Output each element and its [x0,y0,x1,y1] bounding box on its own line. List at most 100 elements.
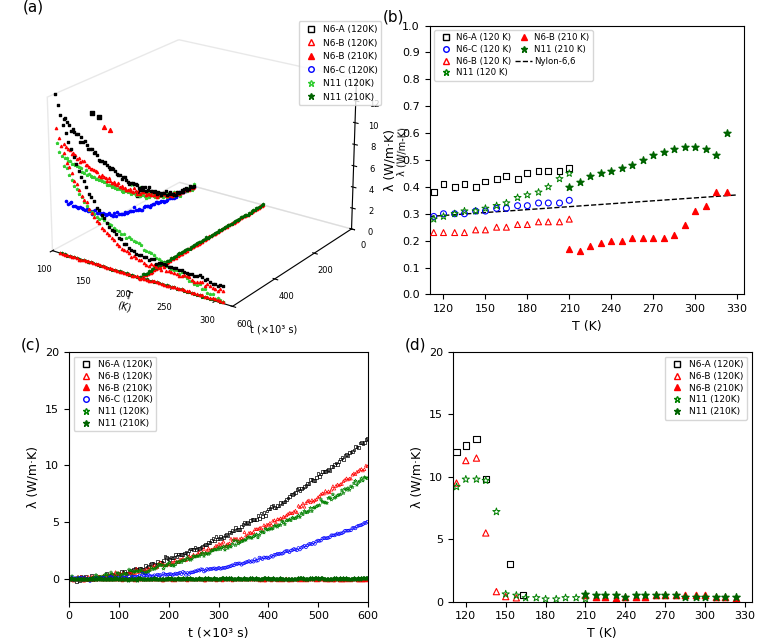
Point [141,570,153,580]
Point [349,573,361,584]
Point [129,574,141,584]
Point [223,527,235,537]
Point [283,547,295,557]
Point [252,532,264,543]
Point [342,573,354,584]
Point [599,591,611,602]
Point [308,497,320,507]
Point [192,548,204,559]
Point [129,567,141,577]
Point [281,515,294,525]
Point [331,529,344,539]
Point [261,573,273,584]
Point [85,575,97,586]
Point [316,488,328,499]
Point [133,563,146,573]
Point [316,573,328,583]
Point [354,575,366,585]
Point [165,552,177,563]
Point [220,540,232,550]
Point [334,479,347,490]
Point [115,570,127,580]
Point [159,574,171,584]
Point [67,575,80,585]
Point [69,573,81,583]
Point [100,572,113,582]
Point [222,539,234,549]
Point [78,572,91,582]
Point [75,572,87,582]
Point [87,574,99,584]
Point [261,525,273,535]
Point [289,513,301,524]
Point [114,573,126,584]
Point [216,538,228,548]
Point [237,574,249,584]
Point [255,574,267,584]
Point [132,566,144,577]
Point [174,550,186,560]
Point [97,573,110,584]
Point [272,500,284,510]
Point [249,524,261,534]
Point [120,572,132,582]
Point [297,483,309,493]
Point [328,493,341,503]
Point [212,543,225,553]
Point [294,502,306,513]
Point [553,198,565,208]
Point [84,574,96,584]
Point [81,574,93,584]
Point [322,465,334,475]
Point [94,573,107,583]
Point [199,548,212,558]
Point [133,574,146,584]
Point [190,574,202,584]
Point [81,574,93,584]
Point [295,543,308,553]
Point [330,529,342,540]
Point [88,574,100,584]
Point [146,563,158,573]
Point [87,572,99,582]
Point [542,182,555,192]
Point [154,560,166,570]
Point [162,573,174,584]
Point [77,574,89,584]
Point [206,545,218,556]
Point [138,564,150,575]
Point [184,544,196,554]
Point [286,508,298,518]
Point [334,575,347,585]
Point [102,570,114,580]
Point [74,575,86,586]
Point [522,220,534,230]
Point [247,574,259,584]
Point [352,466,364,476]
Point [278,511,290,522]
Point [204,545,216,555]
Point [160,561,173,571]
Point [297,574,309,584]
Point [209,544,221,554]
Point [341,484,353,495]
Point [330,492,342,502]
Point [331,479,344,490]
Point [118,566,130,577]
Point [173,574,185,584]
Point [170,550,182,560]
Point [459,227,471,237]
Point [626,233,638,243]
Point [187,551,199,561]
Point [605,166,617,176]
Point [80,574,92,584]
Point [120,568,132,578]
Point [217,573,229,584]
Point [243,574,255,584]
Point [579,594,591,604]
Point [347,573,360,583]
Point [66,572,78,582]
Point [124,568,137,579]
Point [114,574,126,584]
Point [347,478,360,488]
